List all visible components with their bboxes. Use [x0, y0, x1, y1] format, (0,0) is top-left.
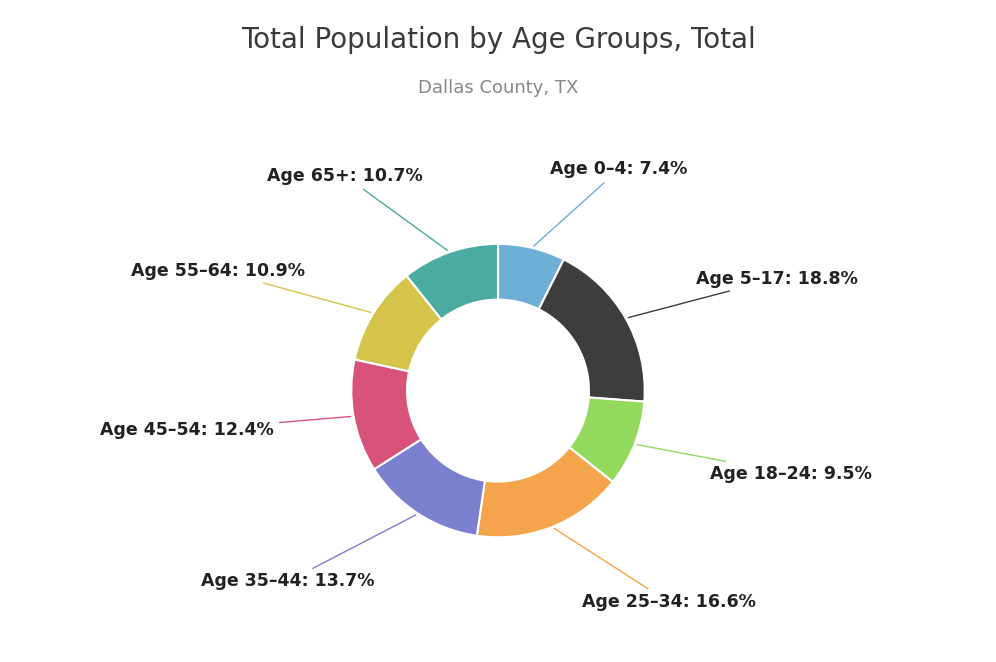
Wedge shape: [569, 397, 644, 482]
Text: Age 55–64: 10.9%: Age 55–64: 10.9%: [130, 261, 371, 312]
Text: Age 18–24: 9.5%: Age 18–24: 9.5%: [637, 445, 872, 483]
Text: Dallas County, TX: Dallas County, TX: [417, 79, 579, 97]
Text: Total Population by Age Groups, Total: Total Population by Age Groups, Total: [241, 26, 755, 54]
Text: Age 35–44: 13.7%: Age 35–44: 13.7%: [201, 515, 415, 591]
Wedge shape: [406, 244, 498, 319]
Text: Age 0–4: 7.4%: Age 0–4: 7.4%: [534, 160, 688, 246]
Wedge shape: [539, 260, 644, 402]
Wedge shape: [374, 440, 485, 536]
Text: Age 25–34: 16.6%: Age 25–34: 16.6%: [555, 528, 756, 611]
Text: Age 5–17: 18.8%: Age 5–17: 18.8%: [628, 269, 858, 318]
Wedge shape: [355, 276, 441, 371]
Text: Age 65+: 10.7%: Age 65+: 10.7%: [267, 167, 447, 250]
Wedge shape: [352, 359, 421, 469]
Wedge shape: [498, 244, 564, 309]
Wedge shape: [477, 448, 613, 538]
Text: Age 45–54: 12.4%: Age 45–54: 12.4%: [101, 416, 351, 440]
